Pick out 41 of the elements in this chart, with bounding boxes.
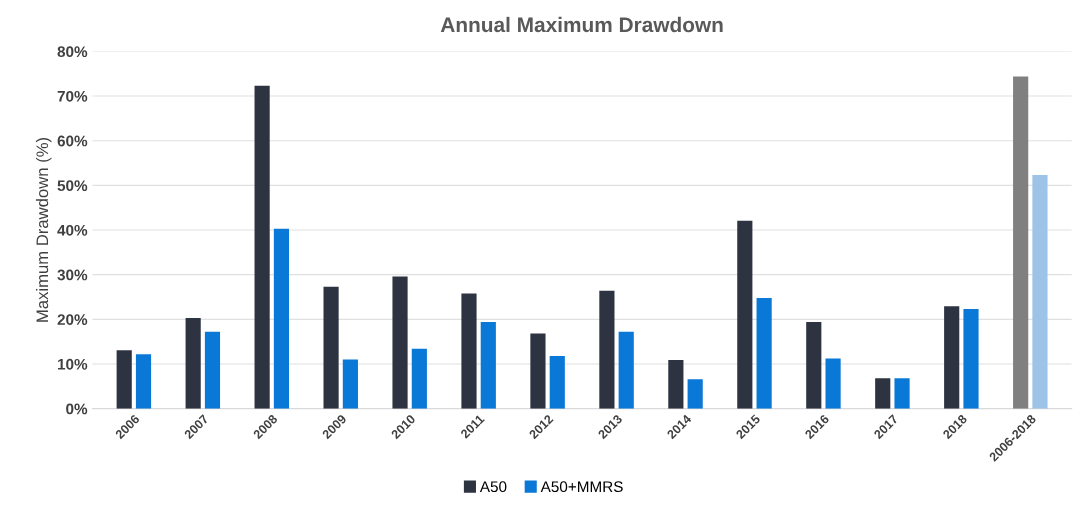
y-tick-label: 30% <box>57 269 88 281</box>
bar <box>599 290 615 409</box>
bar <box>687 379 703 409</box>
y-tick-label: 40% <box>57 224 88 236</box>
y-tick-label: 20% <box>57 314 88 326</box>
bar <box>411 348 427 409</box>
bar <box>116 350 132 409</box>
bar <box>392 276 408 409</box>
bar <box>530 333 546 409</box>
bar <box>342 359 358 409</box>
y-tick-label: 10% <box>58 358 88 370</box>
bar <box>806 322 822 409</box>
bar <box>825 358 841 409</box>
y-axis-title: Maximum Drawdown (%) <box>35 137 52 322</box>
bar <box>185 317 201 409</box>
legend-label: A50+MMRS <box>540 481 623 493</box>
bar <box>204 331 221 409</box>
bar <box>875 378 891 409</box>
bar <box>737 220 753 409</box>
bar <box>549 355 565 409</box>
y-tick-label: 70% <box>57 90 88 102</box>
bar <box>894 378 910 409</box>
bar <box>480 322 496 409</box>
bar <box>944 306 960 409</box>
bar <box>668 359 684 409</box>
bar <box>618 331 634 409</box>
bar <box>273 228 290 409</box>
bar <box>323 286 339 409</box>
bar <box>135 354 152 409</box>
bar <box>963 309 979 409</box>
chart-title: Annual Maximum Drawdown <box>440 16 723 33</box>
y-tick-label: 50% <box>57 180 88 192</box>
bar <box>254 85 270 409</box>
legend-label: A50 <box>479 481 507 493</box>
y-tick-label: 60% <box>57 135 88 147</box>
bar <box>756 297 772 409</box>
bar <box>1032 175 1048 409</box>
bar <box>1013 76 1029 409</box>
y-tick-label: 0% <box>66 403 88 415</box>
bar <box>461 293 477 409</box>
y-tick-label: 80% <box>57 46 88 58</box>
